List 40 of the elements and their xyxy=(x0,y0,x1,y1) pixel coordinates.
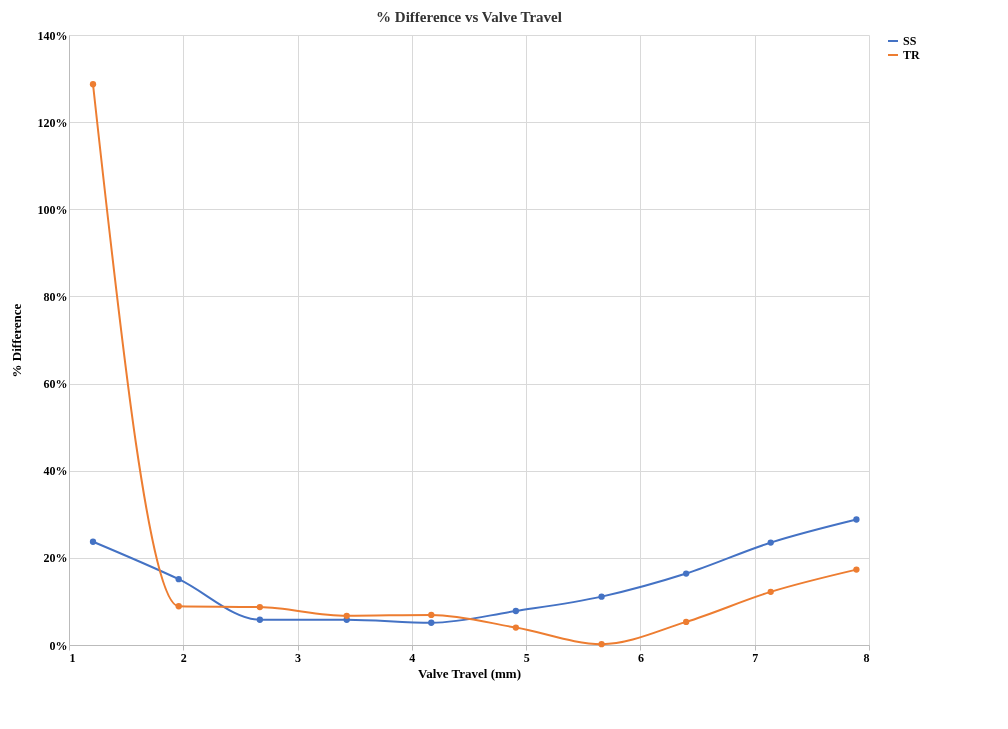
point xyxy=(256,616,264,623)
chart-title: % Difference vs Valve Travel xyxy=(376,9,562,25)
x-tick-label: 4 xyxy=(409,650,416,665)
point xyxy=(175,603,182,610)
y-tick-label: 40% xyxy=(43,464,68,479)
point xyxy=(428,619,435,626)
point xyxy=(89,81,97,88)
x-tick-label: 3 xyxy=(295,650,302,665)
point xyxy=(598,593,605,600)
point xyxy=(343,612,350,619)
point xyxy=(853,566,860,573)
point xyxy=(256,603,264,611)
point xyxy=(853,516,860,523)
x-tick-label: 7 xyxy=(752,650,759,665)
x-tick-label: 8 xyxy=(863,650,870,665)
y-tick-label: 140% xyxy=(37,28,68,43)
x-axis-title: Valve Travel (mm) xyxy=(417,665,522,681)
x-tick-label: 6 xyxy=(637,650,644,665)
y-tick-label: 120% xyxy=(37,115,68,130)
x-tick-label: 5 xyxy=(523,650,530,665)
point xyxy=(512,624,520,631)
point xyxy=(175,576,182,583)
point xyxy=(89,538,97,545)
point xyxy=(767,588,774,595)
point xyxy=(428,611,435,619)
point xyxy=(767,539,774,546)
x-tick-label: 1 xyxy=(69,650,76,665)
y-axis-title: % Difference xyxy=(8,303,24,378)
y-tick-label: 100% xyxy=(37,202,68,217)
legend-label: SS xyxy=(903,34,917,48)
point xyxy=(682,618,690,626)
y-tick-label: 20% xyxy=(43,551,68,566)
point xyxy=(512,607,520,615)
y-tick-label: 60% xyxy=(43,377,68,392)
point xyxy=(598,640,605,648)
y-tick-label: 0% xyxy=(49,638,68,653)
point xyxy=(682,570,690,577)
legend-label: TR xyxy=(903,48,920,62)
x-tick-label: 2 xyxy=(180,650,187,665)
y-tick-label: 80% xyxy=(43,289,68,304)
